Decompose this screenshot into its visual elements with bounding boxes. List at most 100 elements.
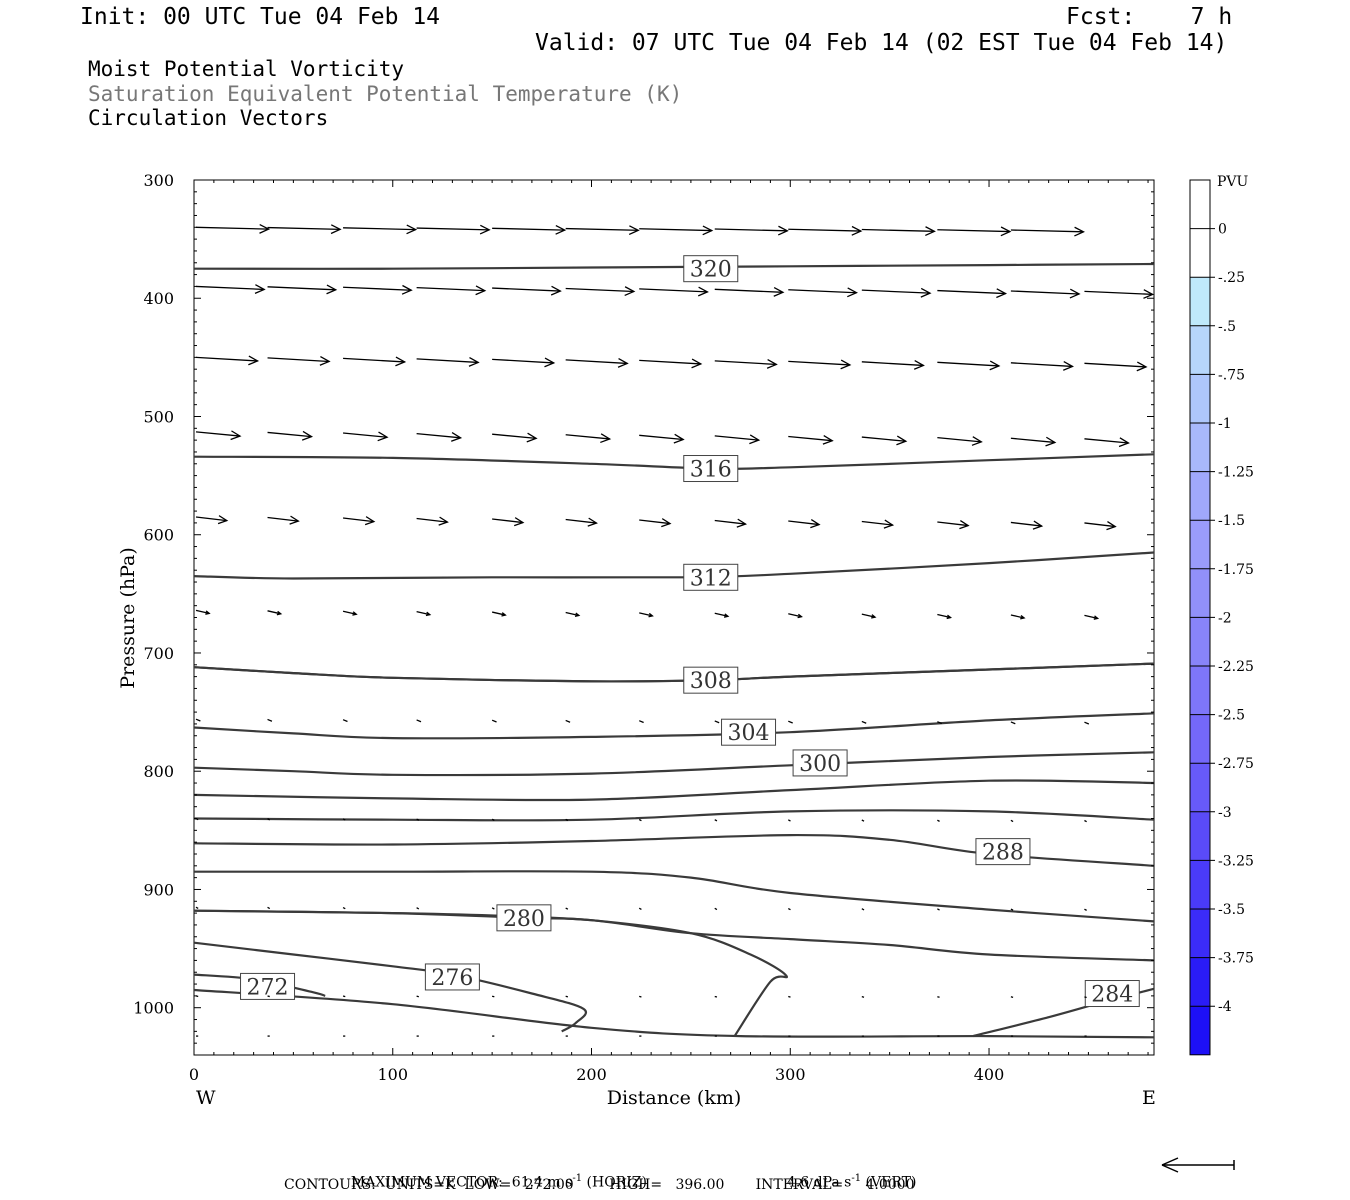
circulation-vector-head [847,287,858,298]
circulation-vector-head [883,519,895,529]
circulation-vector-head [896,435,908,446]
circulation-vector-head [1136,361,1148,372]
circulation-vector [1084,908,1087,911]
circulation-vector [1010,362,1073,368]
circulation-vector [937,908,940,911]
circulation-vector-head [648,612,654,618]
circulation-vector-head [217,515,229,525]
x-tick-label: 100 [377,1065,408,1084]
circulation-vector-head [959,520,970,530]
x-tick-label: 400 [974,1065,1005,1084]
circulation-vector-head [697,286,709,297]
circulation-vector [1010,437,1055,444]
circulation-vector [343,227,416,231]
colorbar-tick-label: -1.25 [1218,465,1254,481]
colorbar-tick-label: -2.75 [1218,756,1254,772]
circulation-vector-head [587,517,598,527]
circulation-vector [267,226,341,230]
theta-es-contour [193,551,1155,580]
circulation-vector [491,611,506,616]
y-tick-label: 600 [143,526,174,545]
circulation-vector-head [254,284,266,294]
circulation-vector [937,437,982,443]
theta-es-contour [193,779,1155,802]
circulation-vector [787,907,791,911]
circulation-vector [639,359,701,365]
contour-label: 316 [690,458,732,483]
circulation-vector-head [736,518,748,528]
circulation-vector [1084,438,1129,444]
colorbar-swatch [1190,666,1210,715]
circulation-vector [714,288,783,293]
circulation-vector-head [1063,360,1074,371]
circulation-vector [861,995,865,998]
circulation-vector [638,907,642,910]
circulation-vector [788,289,857,294]
circulation-vector [491,818,495,821]
circulation-vector-head [319,356,331,366]
circulation-vector [937,521,969,527]
circulation-vector [416,287,485,292]
max-vector-info: MAXIMUM VECTOR: 61.4 m s-1 (HORIZ) [342,1157,647,1191]
contour-label-box [240,972,296,1000]
circulation-vector [1010,614,1025,619]
circulation-vector [1010,229,1084,233]
circulation-vector [639,228,712,232]
circulation-vector [639,612,653,617]
circulation-vector [195,226,269,230]
circulation-vector [267,906,271,910]
circulation-vector [714,612,729,617]
circulation-vector [491,719,497,723]
colorbar-swatch [1190,228,1210,278]
colorbar-tick-label: -2.25 [1218,659,1254,675]
circulation-vector-head [989,360,1001,371]
circulation-vector [714,228,788,232]
circulation-vector [267,610,281,615]
circulation-vector-head [451,432,463,442]
circulation-vector-head [401,284,413,295]
circulation-vector-head [276,610,283,616]
circulation-vector [1084,819,1087,823]
x-axis-label: Distance (km) [607,1087,742,1109]
theta-es-contour [193,809,1155,822]
field-title-vectors: Circulation Vectors [88,106,329,130]
circulation-vector-head [526,432,538,443]
circulation-vector [565,287,634,293]
circulation-vector-head [822,434,834,445]
circulation-vector [565,518,597,524]
circulation-vector-head [205,610,211,615]
circulation-vector [267,718,273,722]
circulation-vector [565,227,639,231]
circulation-vector [565,818,569,822]
circulation-vector [1010,521,1042,527]
circulation-vector [491,995,495,998]
circulation-vector-head [1106,521,1117,531]
theta-es-contour [193,453,1155,470]
colorbar-tick-label: -3.5 [1218,902,1245,918]
circulation-vector-head [1074,226,1085,237]
max-vector-vert-exp: -1 [851,1173,862,1184]
contour-label: 284 [1091,983,1133,1008]
circulation-vector [565,995,569,998]
circulation-vector [416,611,430,616]
circulation-vector-head [425,611,432,617]
circulation-vector [788,435,833,442]
circulation-vector-head [702,225,714,236]
circulation-vector-head [600,433,612,444]
circulation-vector-head [1118,437,1130,448]
colorbar-swatch [1190,471,1210,521]
theta-es-contour [193,909,789,1037]
circulation-vector [714,720,720,724]
circulation-vector [267,995,270,998]
colorbar-units: PVU [1217,174,1249,190]
circulation-vector-head [475,285,487,296]
circulation-vector-head [777,225,789,236]
circulation-vector [714,819,718,822]
circulation-vector-head [544,357,556,368]
contour-label: 300 [799,752,841,777]
circulation-vector [267,286,336,291]
circulation-vector [861,720,867,724]
circulation-vector [195,516,227,522]
circulation-vector-head [1020,614,1026,620]
